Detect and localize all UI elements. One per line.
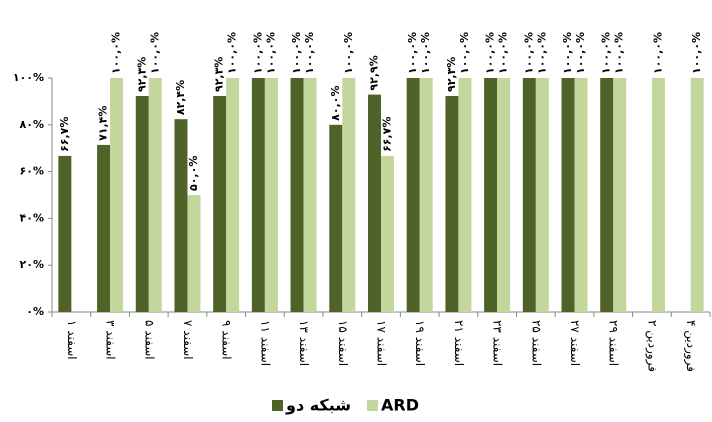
data-label: ۱۰۰,۰% — [484, 32, 497, 74]
bar — [213, 96, 227, 312]
bar — [522, 78, 536, 312]
legend-label: ARD — [381, 396, 419, 415]
bar — [58, 155, 72, 312]
data-label: ۹۲,۹% — [368, 55, 381, 90]
bar — [458, 78, 472, 312]
data-label: ۱۰۰,۰% — [406, 32, 419, 74]
x-tick-label: ۵ اسفند — [142, 320, 156, 360]
data-label: ۱۰۰,۰% — [497, 32, 510, 74]
bar — [484, 78, 498, 312]
data-label: ۱۰۰,۰% — [303, 32, 316, 74]
data-label: ۱۰۰,۰% — [561, 32, 574, 74]
bar — [574, 78, 588, 312]
data-label: ۱۰۰,۰% — [690, 32, 703, 74]
bar — [600, 78, 614, 312]
bar — [329, 124, 343, 312]
legend-swatch — [367, 400, 378, 411]
bar — [97, 144, 111, 312]
bar — [368, 94, 381, 312]
bar — [497, 78, 511, 312]
y-tick-label: ۰% — [26, 305, 44, 318]
data-label: ۱۰۰,۰% — [522, 32, 535, 74]
data-label: ۱۰۰,۰% — [574, 32, 587, 74]
x-tick-label: ۲۷ اسفند — [568, 320, 582, 366]
x-tick-label: ۱ اسفند — [65, 320, 79, 360]
legend-label: شبکه دو — [285, 396, 351, 415]
bar — [251, 78, 265, 312]
data-label: ۸۰,۰% — [329, 85, 342, 120]
bar — [303, 78, 317, 312]
data-label: ۱۰۰,۰% — [651, 32, 664, 74]
data-label: ۵۰,۰% — [187, 156, 200, 191]
bar — [381, 155, 394, 312]
x-tick-label: ۱۱ اسفند — [258, 320, 272, 366]
y-tick-label: ۸۰% — [20, 118, 44, 131]
x-tick-label: ۲۱ اسفند — [452, 320, 466, 366]
y-tick-label: ۲۰% — [20, 258, 44, 271]
bar — [135, 96, 149, 312]
x-tick-label: ۱۷ اسفند — [375, 320, 389, 366]
data-label: ۱۰۰,۰% — [600, 32, 613, 74]
x-tick-label: ۱۵ اسفند — [336, 320, 350, 366]
data-label: ۱۰۰,۰% — [226, 32, 239, 74]
bar — [264, 78, 278, 312]
bar — [651, 78, 665, 312]
bar — [110, 78, 124, 312]
x-tick-label: ۷ اسفند — [181, 320, 195, 360]
data-label: ۱۰۰,۰% — [148, 32, 161, 74]
y-tick-label: ۴۰% — [20, 211, 44, 224]
data-label: ۸۲,۴% — [174, 80, 187, 115]
x-tick-label: ۱۳ اسفند — [297, 320, 311, 366]
bar — [445, 96, 459, 312]
data-label: ۶۶,۷% — [381, 117, 394, 152]
bar — [406, 78, 420, 312]
legend-swatch — [272, 400, 283, 411]
data-label: ۹۲,۳% — [213, 57, 226, 92]
data-label: ۹۲,۳% — [135, 57, 148, 92]
bar — [187, 195, 201, 312]
x-tick-label: ۲۹ اسفند — [607, 320, 621, 366]
x-tick-label: ۴ فروردین — [683, 320, 698, 372]
x-tick-label: ۱۹ اسفند — [413, 320, 427, 366]
data-label: ۱۰۰,۰% — [419, 32, 432, 74]
data-label: ۱۰۰,۰% — [110, 32, 123, 74]
bar — [535, 78, 549, 312]
data-label: ۱۰۰,۰% — [342, 32, 355, 74]
bar — [148, 78, 162, 312]
data-label: ۱۰۰,۰% — [264, 32, 277, 74]
bar — [290, 78, 304, 312]
data-label: ۶۶,۷% — [58, 117, 71, 152]
bar — [613, 78, 627, 312]
x-tick-label: ۲ فروردین — [644, 320, 659, 372]
bar — [174, 119, 188, 313]
x-tick-label: ۳ اسفند — [104, 320, 118, 360]
bar — [342, 78, 356, 312]
x-tick-label: ۲۵ اسفند — [529, 320, 543, 366]
y-tick-label: ۱۰۰% — [13, 71, 44, 84]
data-label: ۱۰۰,۰% — [290, 32, 303, 74]
data-label: ۷۱,۴% — [97, 106, 110, 141]
data-label: ۱۰۰,۰% — [458, 32, 471, 74]
bar — [419, 78, 433, 312]
data-label: ۱۰۰,۰% — [251, 32, 264, 74]
bar — [690, 78, 704, 312]
bar — [561, 78, 575, 312]
y-tick-label: ۶۰% — [20, 165, 44, 178]
data-label: ۹۲,۳% — [445, 57, 458, 92]
data-label: ۱۰۰,۰% — [613, 32, 626, 74]
data-label: ۱۰۰,۰% — [535, 32, 548, 74]
x-tick-label: ۹ اسفند — [220, 320, 234, 360]
bar — [226, 78, 240, 312]
x-tick-label: ۲۳ اسفند — [491, 320, 505, 366]
